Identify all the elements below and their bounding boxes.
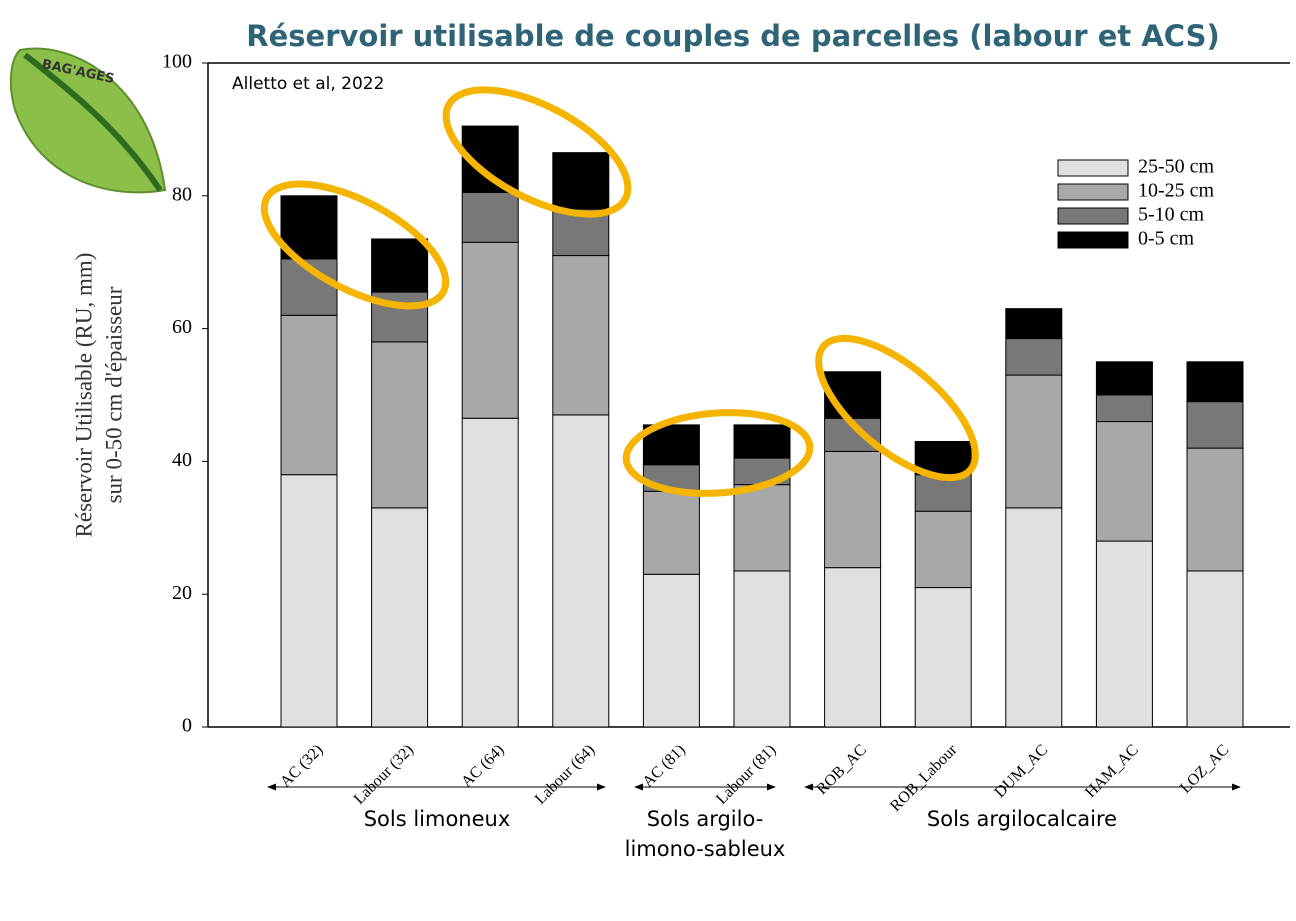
group-label: limono-sableux [625, 837, 786, 861]
highlight-ellipse [442, 86, 632, 218]
highlight-ellipse [260, 180, 450, 310]
legend-swatch [1057, 183, 1129, 201]
group-label: Sols argilocalcaire [927, 807, 1117, 831]
legend-label: 10-25 cm [1138, 180, 1215, 202]
bar-segment [733, 570, 791, 728]
group-label: Sols argilo- [647, 807, 764, 831]
x-tick-label: Labour (64) [532, 741, 598, 807]
logo: BAG'AGES [9, 47, 167, 194]
x-tick-label: Labour (32) [351, 741, 417, 807]
bar-segment [1095, 394, 1153, 423]
x-tick-label: AC (81) [639, 741, 688, 790]
legend-label: 5-10 cm [1138, 204, 1205, 226]
x-tick-label: HAM_AC [1082, 741, 1142, 801]
bar-segment [824, 450, 882, 569]
bar-segment [1186, 570, 1244, 728]
bar-segment [824, 567, 882, 728]
x-tick-label: AC (64) [458, 741, 507, 790]
y-tick-label: 0 [182, 715, 192, 737]
x-tick-label: LOZ_AC [1177, 741, 1232, 796]
bar-segment [461, 191, 519, 243]
bar-segment [1186, 447, 1244, 572]
bar-segment [1095, 361, 1153, 396]
bar-segment [1005, 374, 1063, 509]
y-tick-label: 80 [172, 183, 192, 205]
source: Alletto et al, 2022 [232, 74, 384, 94]
y-tick-label: 40 [172, 449, 192, 471]
bar-segment [733, 424, 791, 459]
x-tick-label: DUM_AC [991, 741, 1051, 801]
legend-swatch [1057, 207, 1129, 225]
y-tick-label: 100 [162, 51, 192, 73]
group-label: Sols limoneux [364, 807, 511, 831]
bar-segment [461, 417, 519, 728]
bar-segment [371, 341, 429, 509]
bar-segment [642, 573, 700, 728]
bar-segment [461, 241, 519, 419]
legend-label: 0-5 cm [1138, 228, 1195, 250]
legend-swatch [1057, 231, 1129, 249]
bar-segment [371, 238, 429, 293]
bar-segment [552, 152, 610, 210]
bar-segment [1005, 338, 1063, 376]
highlight-ellipse [815, 334, 979, 482]
x-tick-label: ROB_AC [813, 741, 870, 798]
bar-segment [371, 507, 429, 728]
y-tick-label: 60 [172, 316, 192, 338]
bar-segment [914, 587, 972, 728]
bar-segment [642, 490, 700, 575]
bar-segment [280, 314, 338, 476]
bar-segment [1095, 421, 1153, 542]
bar-segment [280, 474, 338, 728]
x-tick-label: Labour (81) [713, 741, 779, 807]
legend-label: 25-50 cm [1138, 156, 1215, 178]
y-tick-label: 20 [172, 582, 192, 604]
bar-segment [733, 484, 791, 572]
legend-swatch [1057, 159, 1129, 177]
bar-segment [914, 510, 972, 589]
x-tick-label: ROB_Labour [887, 741, 961, 815]
y-axis-label: Réservoir Utilisable (RU, mm) [71, 253, 96, 538]
bar-segment [552, 255, 610, 416]
y-axis-label: sur 0-50 cm d'épaisseur [101, 286, 126, 503]
x-tick-label: AC (32) [277, 741, 326, 790]
chart-title: Réservoir utilisable de couples de parce… [246, 19, 1219, 53]
bar-segment [1005, 308, 1063, 340]
bar-segment [1186, 401, 1244, 449]
bar-segment [552, 414, 610, 728]
bar-segment [1186, 361, 1244, 403]
highlight-ellipse [622, 409, 814, 497]
bar-segment [1005, 507, 1063, 728]
bar-segment [1095, 540, 1153, 728]
